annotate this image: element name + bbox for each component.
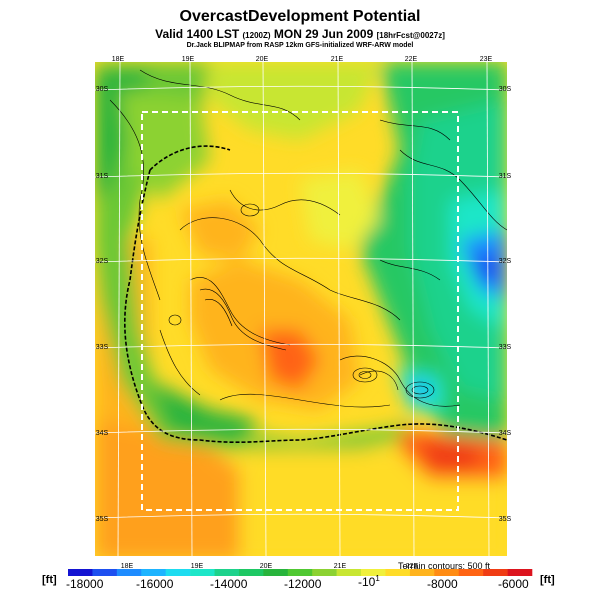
lon-label-bottom-4: 22E	[406, 563, 419, 570]
colorbar-swatch-6	[214, 569, 240, 576]
map-field	[95, 62, 507, 556]
colorbar-swatch-18	[507, 569, 533, 576]
lon-labels-top: 18E 19E 20E 21E 22E 23E	[112, 56, 493, 63]
lon-labels-bottom: 18E 19E 20E 21E 22E	[121, 563, 419, 570]
lat-label-right-2: 32S	[499, 258, 512, 265]
lon-label-top-5: 23E	[480, 56, 493, 63]
forecast-hour: [18hrFcst@0027z]	[376, 31, 445, 40]
model-credit: Dr.Jack BLIPMAP from RASP 12km GFS-initi…	[186, 42, 414, 49]
lat-label-left-1: 31S	[96, 173, 109, 180]
colorbar-swatch-0	[68, 569, 93, 576]
colorbar-swatch-2	[116, 569, 142, 576]
lat-label-right-3: 33S	[499, 344, 512, 351]
colorbar-label-2: -14000	[210, 577, 248, 591]
lat-label-right-1: 31S	[499, 173, 512, 180]
colorbar-label-3: -12000	[284, 577, 322, 591]
lon-label-top-0: 18E	[112, 56, 125, 63]
coastline	[124, 169, 507, 444]
utc-time: (1200Z)	[242, 31, 271, 40]
lon-label-bottom-3: 21E	[334, 563, 347, 570]
colorbar-swatch-9	[287, 569, 313, 576]
colorbar-swatch-10	[312, 569, 337, 576]
lat-label-left-2: 32S	[96, 258, 109, 265]
colorbar-unit-left: [ft]	[42, 574, 57, 586]
colorbar-swatch-13	[385, 569, 411, 576]
colorbar-swatch-15	[434, 569, 460, 576]
colorbar-swatch-4	[165, 569, 191, 576]
colorbar-swatch-5	[190, 569, 215, 576]
lon-label-top-1: 19E	[182, 56, 195, 63]
valid-time: Valid 1400 LST	[155, 27, 240, 41]
colorbar-label-1: -16000	[136, 577, 174, 591]
lat-lon-grid	[95, 62, 507, 556]
colorbar-swatch-16	[458, 569, 484, 576]
lon-label-top-3: 21E	[331, 56, 344, 63]
colorbar-label-0: -18000	[66, 577, 104, 591]
colorbar-swatch-14	[409, 569, 435, 576]
colorbar-swatch-11	[336, 569, 362, 576]
colorbar-swatch-8	[263, 569, 289, 576]
colorbar-swatch-1	[92, 569, 118, 576]
colorbar-label-6: -6000	[498, 577, 529, 591]
map-title: OvercastDevelopment Potential	[179, 8, 421, 25]
lon-label-top-2: 20E	[256, 56, 269, 63]
lat-label-right-5: 35S	[499, 516, 512, 523]
colorbar-label-5: -8000	[427, 577, 458, 591]
colorbar	[68, 569, 533, 576]
colorbar-label-4: -101	[358, 574, 380, 589]
terrain-contour-note: Terrain contours: 500 ft	[398, 561, 491, 571]
valid-date: MON 29 Jun 2009	[273, 27, 374, 41]
lat-label-left-5: 35S	[96, 516, 109, 523]
colorbar-unit-right: [ft]	[540, 574, 555, 586]
lon-label-bottom-2: 20E	[260, 563, 273, 570]
lat-label-left-4: 34S	[96, 430, 109, 437]
lat-label-left-0: 30S	[96, 86, 109, 93]
colorbar-swatch-17	[483, 569, 508, 576]
lat-label-left-3: 33S	[96, 344, 109, 351]
lon-label-bottom-0: 18E	[121, 563, 134, 570]
colorbar-swatch-7	[238, 569, 264, 576]
lon-label-top-4: 22E	[405, 56, 418, 63]
colorbar-swatch-3	[141, 569, 166, 576]
lat-label-right-4: 34S	[499, 430, 512, 437]
colorbar-swatch-12	[361, 569, 386, 576]
inner-domain-box	[141, 111, 459, 511]
lat-labels-left: 30S 31S 32S 33S 34S 35S	[96, 86, 109, 523]
lon-label-bottom-1: 19E	[191, 563, 204, 570]
lat-labels-right: 30S 31S 32S 33S 34S 35S	[499, 86, 512, 523]
lat-label-right-0: 30S	[499, 86, 512, 93]
map-subtitle: Valid 1400 LST (1200Z) MON 29 Jun 2009 […	[0, 27, 600, 41]
